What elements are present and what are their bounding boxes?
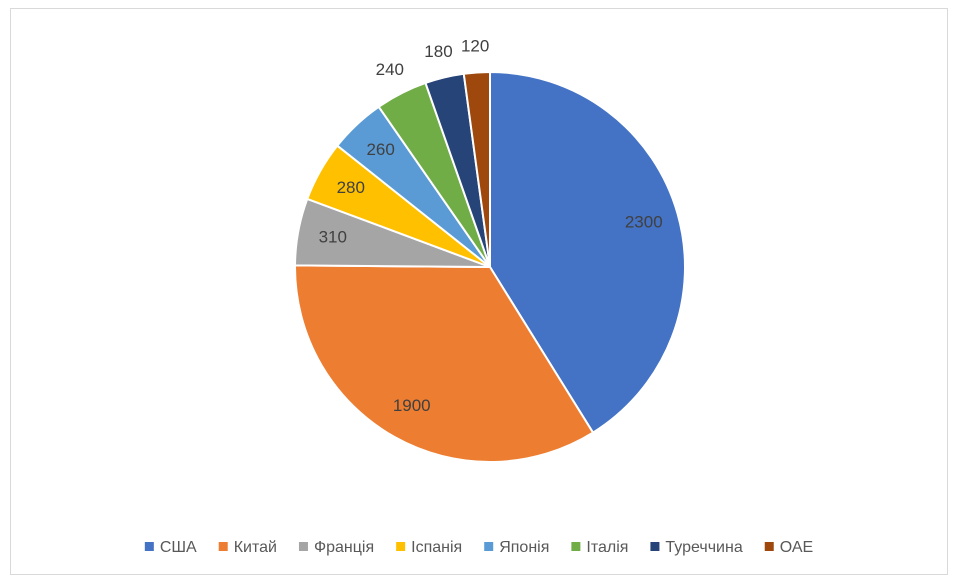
pie-slice bbox=[489, 70, 686, 434]
legend-label: Франція bbox=[314, 539, 374, 556]
data-label: 240 bbox=[376, 60, 404, 79]
legend-label: Туреччина bbox=[665, 539, 742, 556]
legend-label: Японія bbox=[499, 539, 549, 556]
legend-label: Іспанія bbox=[411, 539, 462, 556]
data-label: 280 bbox=[337, 178, 365, 197]
legend-swatch bbox=[218, 542, 228, 551]
legend-swatch bbox=[396, 542, 406, 551]
data-label: 120 bbox=[461, 37, 489, 56]
legend-label: Китай bbox=[234, 539, 277, 556]
legend-swatch bbox=[571, 542, 581, 551]
pie-slice bbox=[462, 70, 491, 268]
legend-swatch bbox=[144, 542, 154, 551]
data-label: 2300 bbox=[625, 213, 663, 232]
legend-swatch bbox=[764, 542, 774, 551]
data-label: 1900 bbox=[393, 396, 431, 415]
legend-swatch bbox=[298, 542, 308, 551]
data-label: 260 bbox=[366, 140, 394, 159]
legend-swatch bbox=[650, 542, 660, 551]
legend-swatch bbox=[484, 542, 494, 551]
legend-label: ОАЕ bbox=[780, 539, 813, 556]
pie-slice bbox=[294, 264, 595, 463]
legend-label: Італія bbox=[586, 539, 628, 556]
data-label: 310 bbox=[319, 227, 347, 246]
data-label: 180 bbox=[424, 42, 452, 61]
legend-label: США bbox=[160, 539, 197, 556]
